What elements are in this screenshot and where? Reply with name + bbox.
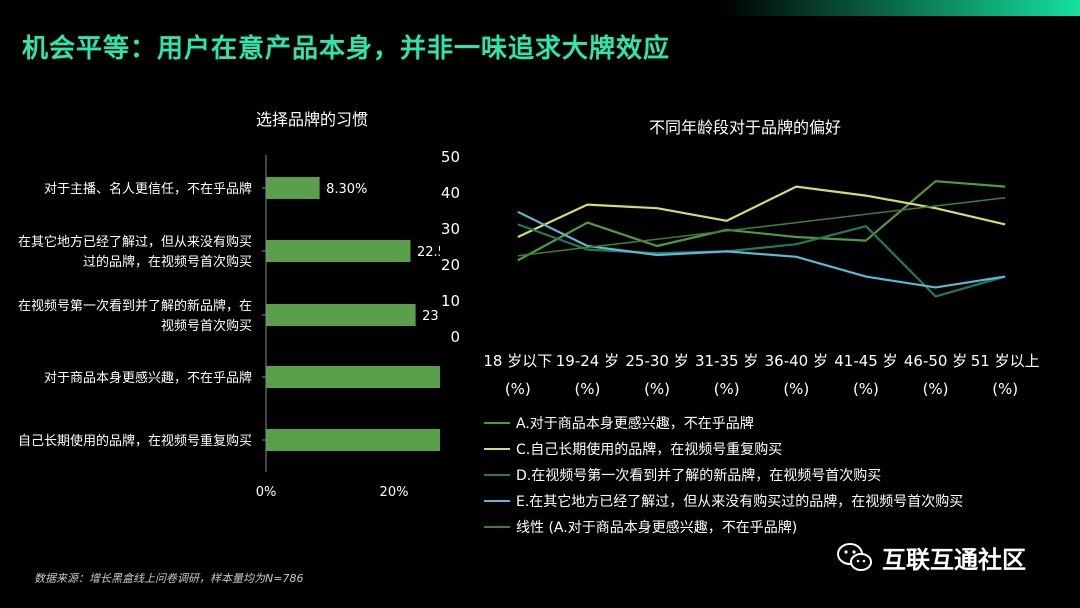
line-x-tick-unit: (%) [992,380,1018,398]
legend-item: C.自己长期使用的品牌，在视频号重复购买 [484,436,963,462]
bar-x-tick-label: 20% [380,485,409,500]
legend-swatch [484,422,510,424]
bar-mark [266,429,440,451]
legend-item: E.在其它地方已经了解过，但从来没有购买过的品牌，在视频号首次购买 [484,488,963,514]
line-chart-title: 不同年龄段对于品牌的偏好 [648,118,841,137]
bar-value-label: 23.30% [422,309,440,324]
bar-category-label: 自己长期使用的品牌，在视频号重复购买 [18,433,252,449]
bar-category-label: 过的品牌，在视频号首次购买 [83,254,252,270]
line-y-tick-label: 20 [441,256,460,274]
line-x-tick-label: 46-50 岁 [904,352,967,370]
line-x-tick-unit: (%) [783,380,809,398]
line-y-tick-label: 50 [441,148,460,166]
bar-value-label: 22.50% [417,245,440,260]
line-series-series_a [517,180,1006,262]
legend-swatch [484,526,510,528]
bar-mark [266,366,440,388]
wechat-icon [837,542,872,571]
legend-label: D.在视频号第一次看到并了解的新品牌，在视频号首次购买 [516,468,882,484]
line-x-tick-label: 36-40 岁 [765,352,828,370]
line-x-tick-label: 25-30 岁 [625,352,688,370]
line-x-tick-label: 51 岁以上 [971,352,1040,370]
legend-label: A.对于商品本身更感兴趣，不在乎品牌 [516,416,754,432]
legend-item: 线性 (A.对于商品本身更感兴趣，不在乎品牌) [484,514,963,540]
legend-label: E.在其它地方已经了解过，但从来没有购买过的品牌，在视频号首次购买 [516,494,964,510]
line-x-tick-label: 41-45 岁 [834,352,897,370]
bar-category-label: 对于主播、名人更信任，不在乎品牌 [44,181,252,197]
watermark: 互联互通社区 [836,540,1026,575]
top-accent-bar [720,0,1080,16]
legend-item: D.在视频号第一次看到并了解的新品牌，在视频号首次购买 [484,462,963,488]
page-title: 机会平等：用户在意产品本身，并非一味追求大牌效应 [22,34,671,64]
legend-label: 线性 (A.对于商品本身更感兴趣，不在乎品牌) [516,520,798,536]
data-source-note: 数据来源：增长黑盒线上问卷调研，样本量均为N=786 [34,572,304,585]
bar-mark [266,177,320,199]
line-y-tick-label: 10 [441,292,460,310]
line-x-tick-label: 19-24 岁 [556,352,619,370]
bar-chart: 8.30% 对于主播、名人更信任，不在乎品牌 22.50% 在其它地方已经了解过，但从… [18,155,440,500]
bar-value-label: 8.30% [326,182,367,197]
line-x-tick-label: 31-35 岁 [695,352,758,370]
line-x-tick-unit: (%) [574,380,600,398]
bar-category-label: 视频号首次购买 [161,318,252,334]
line-series-series_d [517,223,1006,298]
line-series-series_c [517,185,1006,238]
legend-swatch [484,500,510,502]
bar-mark [266,240,411,262]
line-x-tick-label: 18 岁以下 [483,352,552,370]
line-x-tick-unit: (%) [644,380,670,398]
line-x-tick-unit: (%) [714,380,740,398]
legend-label: C.自己长期使用的品牌，在视频号重复购买 [516,442,783,458]
bar-category-label: 在视频号第一次看到并了解的新品牌，在 [18,298,252,314]
line-x-tick-unit: (%) [505,380,531,398]
bar-category-label: 对于商品本身更感兴趣，不在乎品牌 [44,370,252,386]
line-x-tick-unit: (%) [853,380,879,398]
line-y-tick-label: 0 [450,328,460,346]
watermark-text: 互联互通社区 [882,546,1026,574]
line-series-series_e [517,210,1006,289]
bar-chart-title: 选择品牌的习惯 [255,110,368,129]
bar-mark [266,304,416,326]
line-y-tick-label: 30 [441,220,460,238]
line-chart: 0 10 20 30 40 50 18 岁以下 (%) 19-24 岁 (%) 25-30 岁 (%)… [441,148,1040,398]
bar-category-label: 在其它地方已经了解过，但从来没有购买 [18,234,252,250]
line-x-tick-unit: (%) [923,380,949,398]
legend-item: A.对于商品本身更感兴趣，不在乎品牌 [484,410,963,436]
line-series-trend [517,197,1006,257]
legend-swatch [484,474,510,476]
line-chart-legend: A.对于商品本身更感兴趣，不在乎品牌 C.自己长期使用的品牌，在视频号重复购买 D.… [484,410,963,540]
line-y-tick-label: 40 [441,184,460,202]
legend-swatch [484,448,510,450]
bar-x-tick-label: 0% [256,485,277,500]
